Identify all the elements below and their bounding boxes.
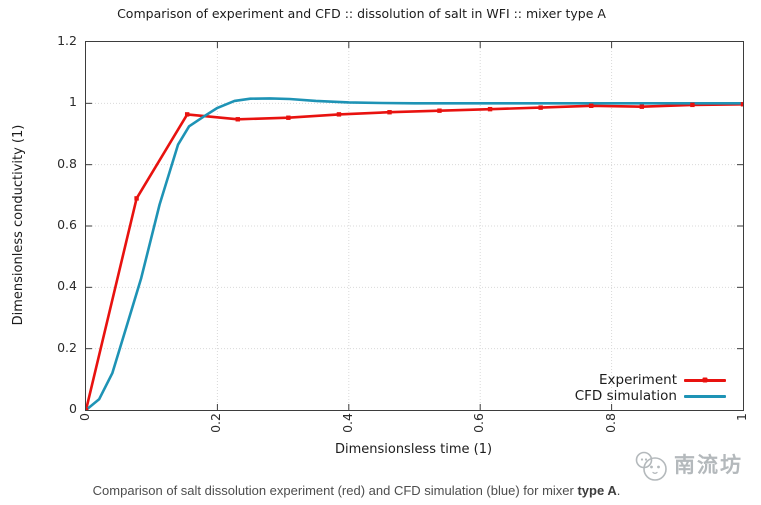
watermark-text: 南流坊 bbox=[674, 453, 743, 477]
legend: Experiment CFD simulation bbox=[575, 372, 726, 404]
y-tick-label: 0.2 bbox=[57, 339, 77, 355]
data-point-marker bbox=[589, 103, 594, 108]
y-tick-label: 0 bbox=[69, 401, 77, 416]
x-tick-label: 0 bbox=[77, 413, 92, 421]
legend-item-experiment: Experiment bbox=[575, 372, 726, 388]
experiment-marker-icon bbox=[702, 377, 708, 383]
data-point-marker bbox=[487, 106, 493, 112]
figure-caption: Comparison of salt dissolution experimen… bbox=[0, 483, 713, 498]
caption-period: . bbox=[616, 483, 621, 498]
y-tick-label: 0.8 bbox=[57, 155, 77, 171]
x-tick-label: 1 bbox=[734, 413, 749, 421]
data-point-marker bbox=[286, 115, 291, 120]
y-tick-label: 1 bbox=[69, 94, 77, 110]
cfd-line-sample-icon bbox=[684, 394, 726, 398]
chart-title: Comparison of experiment and CFD :: diss… bbox=[117, 6, 606, 21]
x-tick-label: 0.6 bbox=[471, 413, 487, 433]
data-point-marker bbox=[336, 112, 342, 117]
data-point-marker bbox=[740, 102, 743, 107]
data-point-marker bbox=[184, 112, 190, 117]
x-tick-label: 0.2 bbox=[208, 413, 224, 433]
x-tick-label: 0.8 bbox=[602, 413, 618, 433]
data-point-marker bbox=[235, 117, 240, 122]
legend-item-cfd-simulation: CFD simulation bbox=[575, 388, 726, 404]
nanliufang-logo-icon bbox=[635, 451, 667, 481]
y-tick-label: 0.4 bbox=[57, 278, 77, 294]
data-point-marker bbox=[134, 196, 139, 201]
y-tick-label: 0.6 bbox=[57, 217, 77, 232]
plot-canvas bbox=[86, 42, 743, 410]
cfd-simulation-line bbox=[86, 97, 743, 410]
caption-text: Comparison of salt dissolution experimen… bbox=[92, 483, 578, 498]
y-tick-label: 1.2 bbox=[57, 33, 77, 48]
x-axis-label: Dimensionsless time (1) bbox=[334, 442, 493, 457]
data-point-marker bbox=[639, 104, 645, 109]
experiment-line-sample-icon bbox=[684, 377, 726, 383]
data-point-marker bbox=[437, 108, 442, 113]
data-point-marker bbox=[387, 110, 392, 115]
x-tick-label: 0.4 bbox=[339, 413, 355, 433]
data-point-marker bbox=[538, 105, 543, 110]
caption-bold-text: type A bbox=[577, 483, 617, 498]
data-point-marker bbox=[690, 102, 695, 108]
watermark: 南流坊 bbox=[632, 448, 743, 482]
legend-label: CFD simulation bbox=[574, 388, 677, 404]
legend-label: Experiment bbox=[598, 372, 677, 388]
experiment-line bbox=[86, 102, 743, 410]
data-point-marker bbox=[86, 407, 89, 410]
plot-area: Experiment CFD simulation bbox=[85, 41, 744, 411]
